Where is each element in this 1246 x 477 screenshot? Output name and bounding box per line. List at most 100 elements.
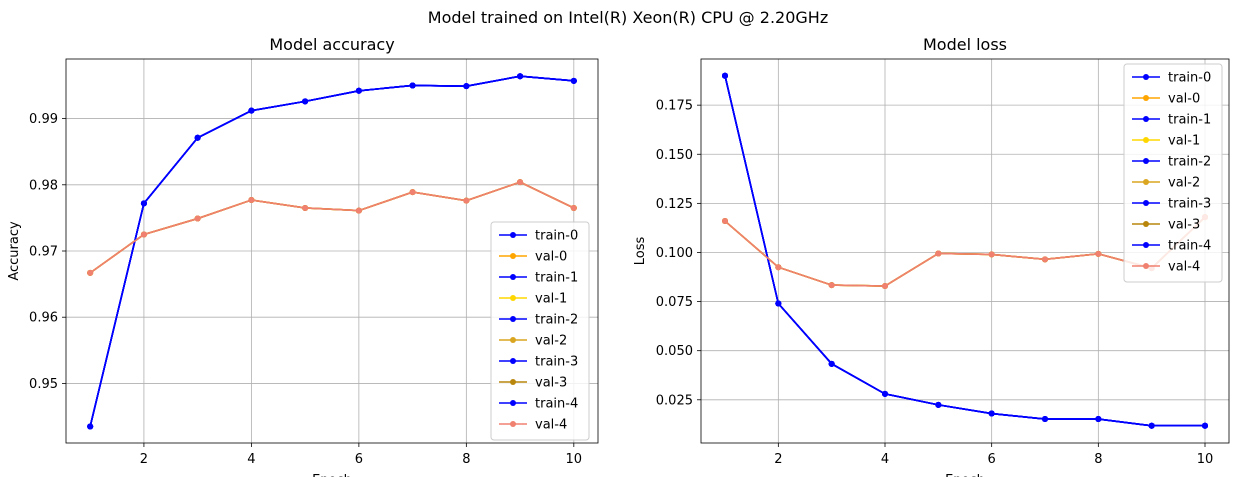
y-tick-label: 0.99 (29, 112, 58, 127)
data-point-val-4 (355, 207, 362, 214)
legend-marker-val-2 (1143, 179, 1149, 185)
y-tick-label: 0.075 (656, 295, 693, 310)
y-axis-label: Accuracy (7, 221, 22, 281)
x-tick-label: 2 (140, 452, 148, 467)
x-tick-label: 6 (355, 452, 363, 467)
data-point-val-4 (988, 251, 995, 258)
legend-marker-val-0 (510, 253, 516, 259)
data-point-train-4 (463, 83, 470, 90)
data-point-val-4 (935, 250, 942, 257)
data-point-train-4 (302, 98, 309, 105)
legend-marker-train-3 (1143, 200, 1149, 206)
x-tick-label: 4 (881, 452, 889, 467)
data-point-val-4 (87, 269, 94, 276)
series-line-train-4 (724, 75, 1205, 427)
data-point-train-4 (1042, 416, 1048, 423)
legend-entry: val-0 (1168, 92, 1200, 107)
legend-entry: train-1 (1168, 113, 1211, 128)
y-tick-label: 0.025 (656, 393, 693, 408)
x-axis-label: Epoch (312, 473, 352, 477)
data-point-train-4 (988, 410, 995, 417)
legend-marker-val-1 (510, 295, 516, 301)
data-point-train-4 (409, 82, 416, 89)
chart-title: Model loss (923, 35, 1007, 54)
legend-marker-train-4 (1143, 242, 1149, 248)
legend-entry: train-0 (1168, 71, 1211, 86)
data-point-train-4 (355, 87, 362, 94)
data-point-train-4 (882, 390, 888, 397)
data-point-train-4 (1202, 422, 1208, 429)
legend-marker-train-0 (1143, 74, 1149, 80)
legend-marker-train-1 (1143, 116, 1149, 122)
data-point-train-4 (87, 423, 94, 430)
x-tick-label: 8 (462, 452, 470, 467)
data-point-val-4 (1042, 256, 1048, 263)
legend-marker-train-2 (1143, 158, 1149, 164)
data-point-val-4 (828, 282, 835, 289)
chart-title: Model accuracy (269, 35, 394, 54)
data-point-train-4 (1148, 422, 1155, 429)
legend-entry: val-1 (1168, 134, 1200, 149)
data-point-train-4 (828, 360, 835, 367)
legend-entry: val-2 (1168, 176, 1200, 191)
legend-entry: train-2 (1168, 155, 1211, 170)
data-point-val-4 (570, 204, 577, 211)
y-tick-label: 0.95 (29, 377, 58, 392)
data-point-val-4 (302, 204, 309, 211)
data-point-val-4 (775, 264, 782, 271)
y-tick-label: 0.97 (29, 245, 58, 260)
legend-marker-val-4 (1143, 263, 1149, 269)
y-tick-label: 0.175 (656, 99, 693, 114)
legend-entry: val-4 (1168, 260, 1200, 275)
figure-suptitle: Model trained on Intel(R) Xeon(R) CPU @ … (428, 8, 828, 27)
x-tick-label: 8 (1094, 452, 1102, 467)
data-point-val-4 (194, 215, 201, 222)
data-point-val-4 (1095, 250, 1102, 257)
x-tick-label: 6 (988, 452, 996, 467)
data-point-train-4 (935, 401, 942, 408)
legend-entry: val-1 (535, 292, 567, 307)
legend-marker-val-0 (1143, 95, 1149, 101)
legend-entry: train-2 (535, 313, 578, 328)
data-point-val-4 (409, 189, 416, 196)
data-point-val-4 (248, 197, 255, 204)
data-point-train-4 (722, 72, 728, 79)
loss-chart: 2 4 6 8 10 0.025 0.050 0.075 0.100 0.125 0.150 0.17… (633, 35, 1230, 477)
data-point-train-4 (140, 200, 147, 207)
legend-entry: val-3 (535, 376, 567, 391)
legend-entry: train-4 (1168, 239, 1211, 254)
legend-entry: train-1 (535, 271, 578, 286)
series-line-val-4 (89, 181, 575, 274)
legend-entry: val-4 (535, 418, 567, 433)
y-tick-label: 0.98 (29, 178, 58, 193)
data-point-train-4 (775, 300, 782, 307)
data-point-train-4 (570, 77, 577, 84)
legend-entry: train-3 (1168, 197, 1211, 212)
legend: train-0 val-0 train-1 val-1 train-2 val-2 trai… (1123, 63, 1223, 283)
data-point-train-4 (1095, 416, 1102, 423)
legend-marker-train-1 (510, 274, 516, 280)
legend-marker-val-3 (510, 379, 516, 385)
legend-entry: train-0 (535, 229, 578, 244)
series-line-train-4 (89, 75, 574, 427)
plot-frame (700, 58, 1230, 444)
x-tick-label: 10 (566, 452, 583, 467)
data-point-val-4 (882, 283, 888, 290)
legend-entry: val-3 (1168, 218, 1200, 233)
accuracy-chart: 2 4 6 8 10 0.95 0.96 0.97 0.98 0.99 Model accuracy… (7, 35, 599, 477)
data-point-val-4 (463, 197, 470, 204)
data-point-train-4 (248, 107, 255, 114)
legend-entry: train-4 (535, 397, 578, 412)
legend: train-0 val-0 train-1 val-1 train-2 val-2 trai… (490, 221, 590, 441)
legend-marker-train-4 (510, 400, 516, 406)
y-tick-label: 0.96 (29, 311, 58, 326)
legend-marker-val-1 (1143, 137, 1149, 143)
legend-entry: val-0 (535, 250, 567, 265)
legend-marker-train-3 (510, 358, 516, 364)
x-tick-label: 4 (247, 452, 255, 467)
legend-marker-val-4 (510, 421, 516, 427)
y-tick-label: 0.150 (656, 148, 693, 163)
legend-marker-train-2 (510, 316, 516, 322)
legend-entry: train-3 (535, 355, 578, 370)
